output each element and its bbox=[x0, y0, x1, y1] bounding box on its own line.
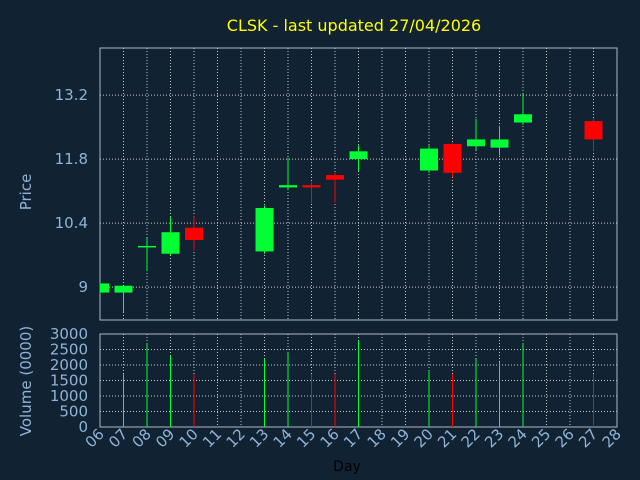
candle-body bbox=[161, 232, 180, 254]
price-panel: 9 10.4 11.8 13.2 bbox=[55, 47, 618, 321]
candle-body bbox=[514, 114, 532, 123]
x-tick-label: 09 bbox=[152, 425, 178, 451]
price-tick-label: 11.8 bbox=[55, 150, 88, 168]
x-tick-label: 07 bbox=[105, 425, 131, 451]
volume-tick-label: 1000 bbox=[50, 387, 88, 405]
x-tick-label: 11 bbox=[199, 425, 225, 451]
x-axis: 0607080910111213141516171819202122232425… bbox=[82, 425, 625, 451]
x-axis-label: Day bbox=[333, 459, 361, 475]
candle-body bbox=[185, 227, 203, 240]
volume-axis-label: Volume (0000) bbox=[17, 326, 35, 436]
volume-tick-label: 0 bbox=[78, 418, 88, 436]
candle-body bbox=[490, 139, 509, 148]
x-tick-label: 12 bbox=[223, 425, 249, 451]
x-tick-label: 28 bbox=[599, 425, 625, 451]
candle-body bbox=[114, 285, 133, 293]
candle-body bbox=[349, 151, 368, 160]
candle-body bbox=[255, 208, 274, 252]
price-tick-label: 9 bbox=[78, 278, 88, 296]
x-tick-label: 14 bbox=[270, 425, 296, 451]
candle-body bbox=[138, 245, 156, 248]
candle-body bbox=[326, 175, 344, 180]
candle-body bbox=[279, 185, 297, 188]
x-tick-label: 18 bbox=[364, 425, 390, 451]
x-tick-label: 24 bbox=[505, 425, 531, 451]
volume-tick-label: 2500 bbox=[50, 341, 88, 359]
x-tick-label: 22 bbox=[458, 425, 484, 451]
x-tick-label: 21 bbox=[434, 425, 460, 451]
x-tick-label: 16 bbox=[317, 425, 343, 451]
x-tick-label: 25 bbox=[528, 425, 554, 451]
price-tick-label: 10.4 bbox=[55, 214, 88, 232]
x-tick-label: 19 bbox=[387, 425, 413, 451]
x-tick-label: 08 bbox=[129, 425, 155, 451]
candle-body bbox=[443, 144, 462, 173]
x-tick-label: 20 bbox=[411, 425, 437, 451]
price-tick-label: 13.2 bbox=[55, 86, 88, 104]
x-tick-label: 26 bbox=[552, 425, 578, 451]
x-tick-label: 27 bbox=[575, 425, 601, 451]
candle-body bbox=[467, 139, 485, 147]
x-tick-label: 15 bbox=[293, 425, 319, 451]
volume-tick-label: 500 bbox=[59, 403, 88, 421]
chart-title: CLSK - last updated 27/04/2026 bbox=[227, 16, 481, 35]
x-tick-label: 17 bbox=[340, 425, 366, 451]
volume-tick-label: 2000 bbox=[50, 356, 88, 374]
candle-body bbox=[100, 283, 109, 293]
price-axis-label: Price bbox=[17, 174, 35, 211]
volume-tick-label: 3000 bbox=[50, 325, 88, 343]
x-tick-label: 23 bbox=[481, 425, 507, 451]
candle-body bbox=[302, 185, 321, 188]
candle-body bbox=[584, 121, 603, 140]
volume-tick-label: 1500 bbox=[50, 372, 88, 390]
x-tick-label: 10 bbox=[176, 425, 202, 451]
candle-body bbox=[420, 148, 438, 171]
x-tick-label: 13 bbox=[246, 425, 272, 451]
